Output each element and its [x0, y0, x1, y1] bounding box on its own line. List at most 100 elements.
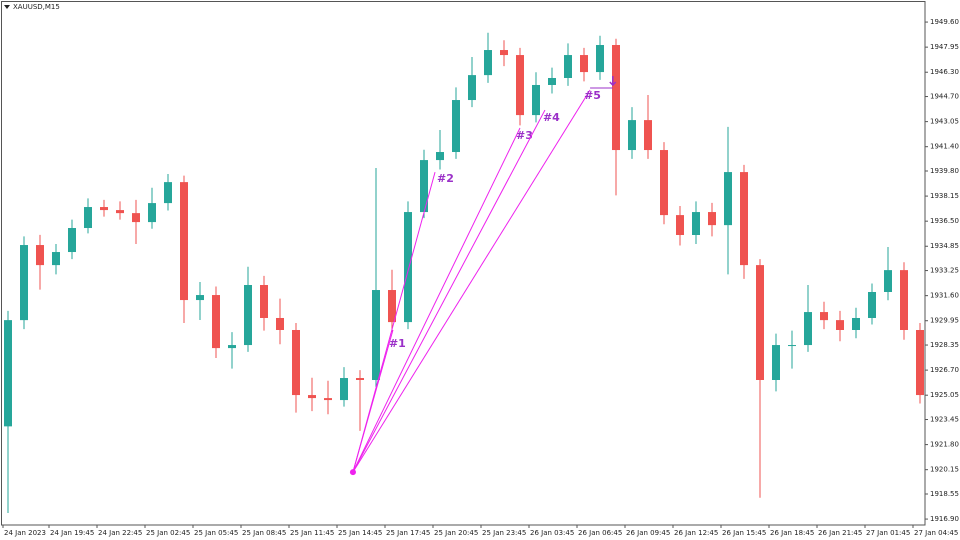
x-tick-label: 26 Jan 12:45 [674, 529, 718, 537]
signal-label: #2 [437, 172, 454, 185]
candle-body [244, 285, 252, 346]
candle-body [820, 312, 828, 321]
y-tick-label: 1934.85 [930, 242, 959, 250]
candle-body [804, 312, 812, 346]
x-tick-label: 26 Jan 09:45 [626, 529, 670, 537]
candle-body [36, 245, 44, 266]
y-tick-label: 1923.45 [930, 416, 959, 424]
y-tick-label: 1921.80 [930, 441, 959, 449]
candle-body [132, 213, 140, 223]
candle-body [100, 207, 108, 211]
x-tick-label: 25 Jan 05:45 [194, 529, 238, 537]
y-tick-label: 1946.30 [930, 68, 959, 76]
plot-frame [1, 1, 926, 526]
candle-body [420, 160, 428, 213]
candle-body [772, 345, 780, 381]
candle-body [852, 317, 860, 330]
y-tick-label: 1947.95 [930, 43, 959, 51]
x-tick-label: 24 Jan 22:45 [98, 529, 142, 537]
signal-label: #4 [543, 111, 560, 124]
candle-body [292, 329, 300, 396]
x-tick-label: 26 Jan 18:45 [770, 529, 814, 537]
candle-body [68, 228, 76, 253]
signal-line [352, 89, 591, 473]
candle-body [900, 270, 908, 330]
candle-body [836, 320, 844, 330]
y-tick-label: 1931.60 [930, 292, 959, 300]
candle-body [660, 150, 668, 216]
y-tick-label: 1920.15 [930, 466, 959, 474]
candle-body [148, 203, 156, 223]
candle-body [676, 215, 684, 236]
y-tick-label: 1938.15 [930, 192, 959, 200]
candle-body [708, 212, 716, 226]
candle-body [884, 270, 892, 292]
candle-body [500, 50, 508, 56]
candle-body [276, 317, 284, 330]
candle-body [436, 152, 444, 161]
x-tick-label: 24 Jan 2023 [4, 529, 46, 537]
signal-label: #3 [516, 129, 533, 142]
candle-body [580, 55, 588, 73]
candle-body [596, 45, 604, 73]
y-tick-label: 1939.80 [930, 167, 959, 175]
y-tick-label: 1943.05 [930, 118, 959, 126]
candle-body [260, 285, 268, 318]
x-tick-label: 25 Jan 23:45 [482, 529, 526, 537]
candle-body [164, 182, 172, 204]
candle-body [308, 395, 316, 399]
candle-body [788, 345, 796, 347]
y-tick-label: 1916.90 [930, 515, 959, 523]
candle-body [196, 295, 204, 301]
candle-body [372, 290, 380, 381]
candle-body [516, 55, 524, 116]
candle-body [228, 345, 236, 349]
x-tick-label: 25 Jan 20:45 [434, 529, 478, 537]
signal-label: #5 [584, 89, 601, 102]
candle-body [564, 55, 572, 78]
x-tick-label: 24 Jan 19:45 [50, 529, 94, 537]
y-tick-label: 1929.95 [930, 317, 959, 325]
candle-body [52, 252, 60, 266]
signal-line [352, 127, 521, 473]
candle-body [116, 210, 124, 214]
candle-body [388, 290, 396, 323]
y-tick-label: 1926.70 [930, 366, 959, 374]
x-tick-label: 25 Jan 17:45 [386, 529, 430, 537]
x-tick-label: 27 Jan 04:45 [914, 529, 958, 537]
candle-body [4, 320, 12, 427]
x-tick-label: 26 Jan 15:45 [722, 529, 766, 537]
candle-body [484, 50, 492, 76]
candle-body [868, 291, 876, 318]
y-tick-label: 1944.70 [930, 93, 959, 101]
menu-arrow[interactable] [4, 5, 10, 9]
candle-body [756, 265, 764, 381]
signal-line [352, 109, 546, 473]
candle-body [324, 398, 332, 401]
y-tick-label: 1936.50 [930, 217, 959, 225]
candle-body [740, 172, 748, 266]
x-tick-label: 25 Jan 11:45 [290, 529, 334, 537]
signal-label: #1 [389, 337, 406, 350]
candle-body [84, 207, 92, 229]
candle-body [724, 172, 732, 226]
y-tick-label: 1941.40 [930, 143, 959, 151]
candle-body [612, 45, 620, 151]
x-tick-label: 26 Jan 06:45 [578, 529, 622, 537]
candle-body [548, 77, 556, 85]
candle-body [468, 75, 476, 101]
candle-body [644, 120, 652, 151]
candle-body [532, 84, 540, 116]
candle-body [212, 295, 220, 349]
y-tick-label: 1918.55 [930, 490, 959, 498]
signal-origin [349, 469, 356, 476]
y-tick-label: 1949.60 [930, 18, 959, 26]
candle-body [628, 120, 636, 151]
x-tick-label: 26 Jan 03:45 [530, 529, 574, 537]
candle-body [692, 212, 700, 236]
candle-body [452, 100, 460, 153]
y-tick-label: 1928.35 [930, 341, 959, 349]
x-tick-label: 25 Jan 02:45 [146, 529, 190, 537]
y-tick-label: 1925.05 [930, 391, 959, 399]
